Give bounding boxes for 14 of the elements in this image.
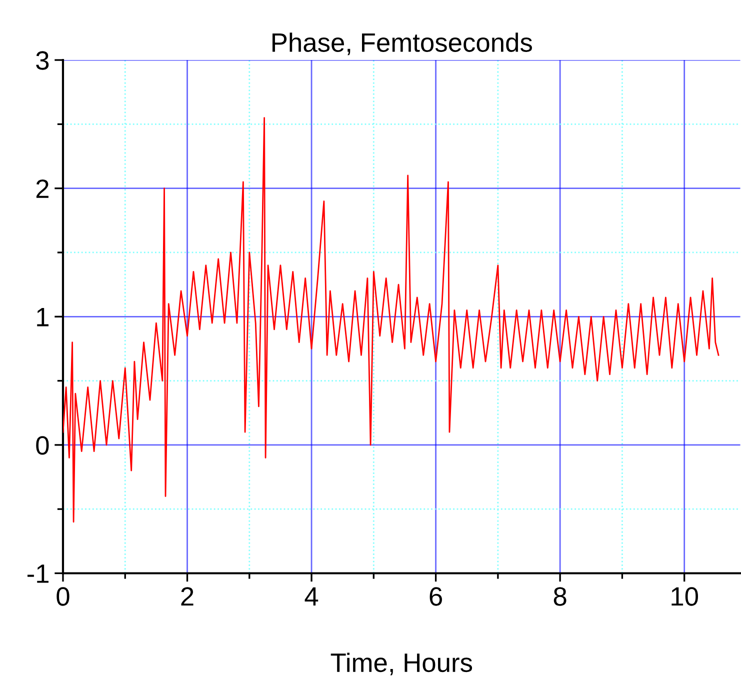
x-tick-label: 6 [430, 587, 442, 606]
x-axis-title: Time, Hours [330, 652, 472, 676]
y-tick-label: 3 [36, 51, 49, 70]
y-tick-label: 1 [37, 308, 49, 326]
chart-title: Phase, Femtoseconds [272, 32, 532, 56]
line-series [62, 117, 720, 523]
y-tick-label: 0 [36, 436, 49, 455]
x-tick-label: 4 [304, 587, 318, 606]
x-tick-label: 0 [56, 587, 70, 606]
x-tick-label: 10 [672, 587, 698, 606]
x-tick-label: 2 [181, 587, 194, 606]
y-tick-label: -1 [28, 564, 49, 583]
x-tick-label: 8 [554, 587, 566, 606]
y-tick-label: 2 [36, 179, 48, 198]
